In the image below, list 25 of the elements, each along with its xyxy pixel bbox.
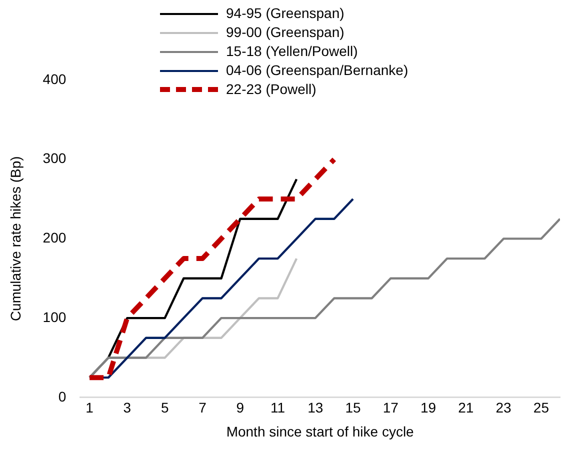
legend-label: 99-00 (Greenspan) — [226, 23, 344, 42]
y-tick-label: 0 — [58, 388, 66, 404]
legend-label: 22-23 (Powell) — [226, 80, 316, 99]
x-tick-label: 25 — [533, 400, 550, 416]
y-tick-label: 300 — [42, 150, 66, 166]
x-tick-label: 21 — [458, 400, 474, 416]
x-tick-label: 17 — [382, 400, 399, 416]
x-tick-label: 23 — [496, 400, 512, 416]
x-tick-label: 3 — [123, 400, 132, 416]
legend-label: 15-18 (Yellen/Powell) — [226, 42, 358, 61]
x-tick-label: 7 — [198, 400, 207, 416]
x-tick-label: 19 — [420, 400, 436, 416]
x-tick-label: 1 — [86, 400, 94, 416]
x-axis-title: Month since start of hike cycle — [226, 423, 414, 440]
y-tick-label: 200 — [42, 230, 66, 246]
legend-label: 04-06 (Greenspan/Bernanke) — [226, 61, 408, 80]
y-axis-title: Cumulative rate hikes (Bp) — [7, 156, 24, 322]
x-tick-label: 11 — [270, 400, 286, 416]
x-tick-label: 9 — [236, 400, 244, 416]
legend-label: 94-95 (Greenspan) — [226, 4, 344, 23]
x-tick-label: 5 — [160, 400, 169, 416]
x-tick-label: 13 — [308, 400, 324, 416]
y-tick-label: 100 — [42, 308, 66, 325]
x-tick-label: 15 — [345, 400, 362, 416]
y-tick-label: 400 — [42, 70, 66, 87]
